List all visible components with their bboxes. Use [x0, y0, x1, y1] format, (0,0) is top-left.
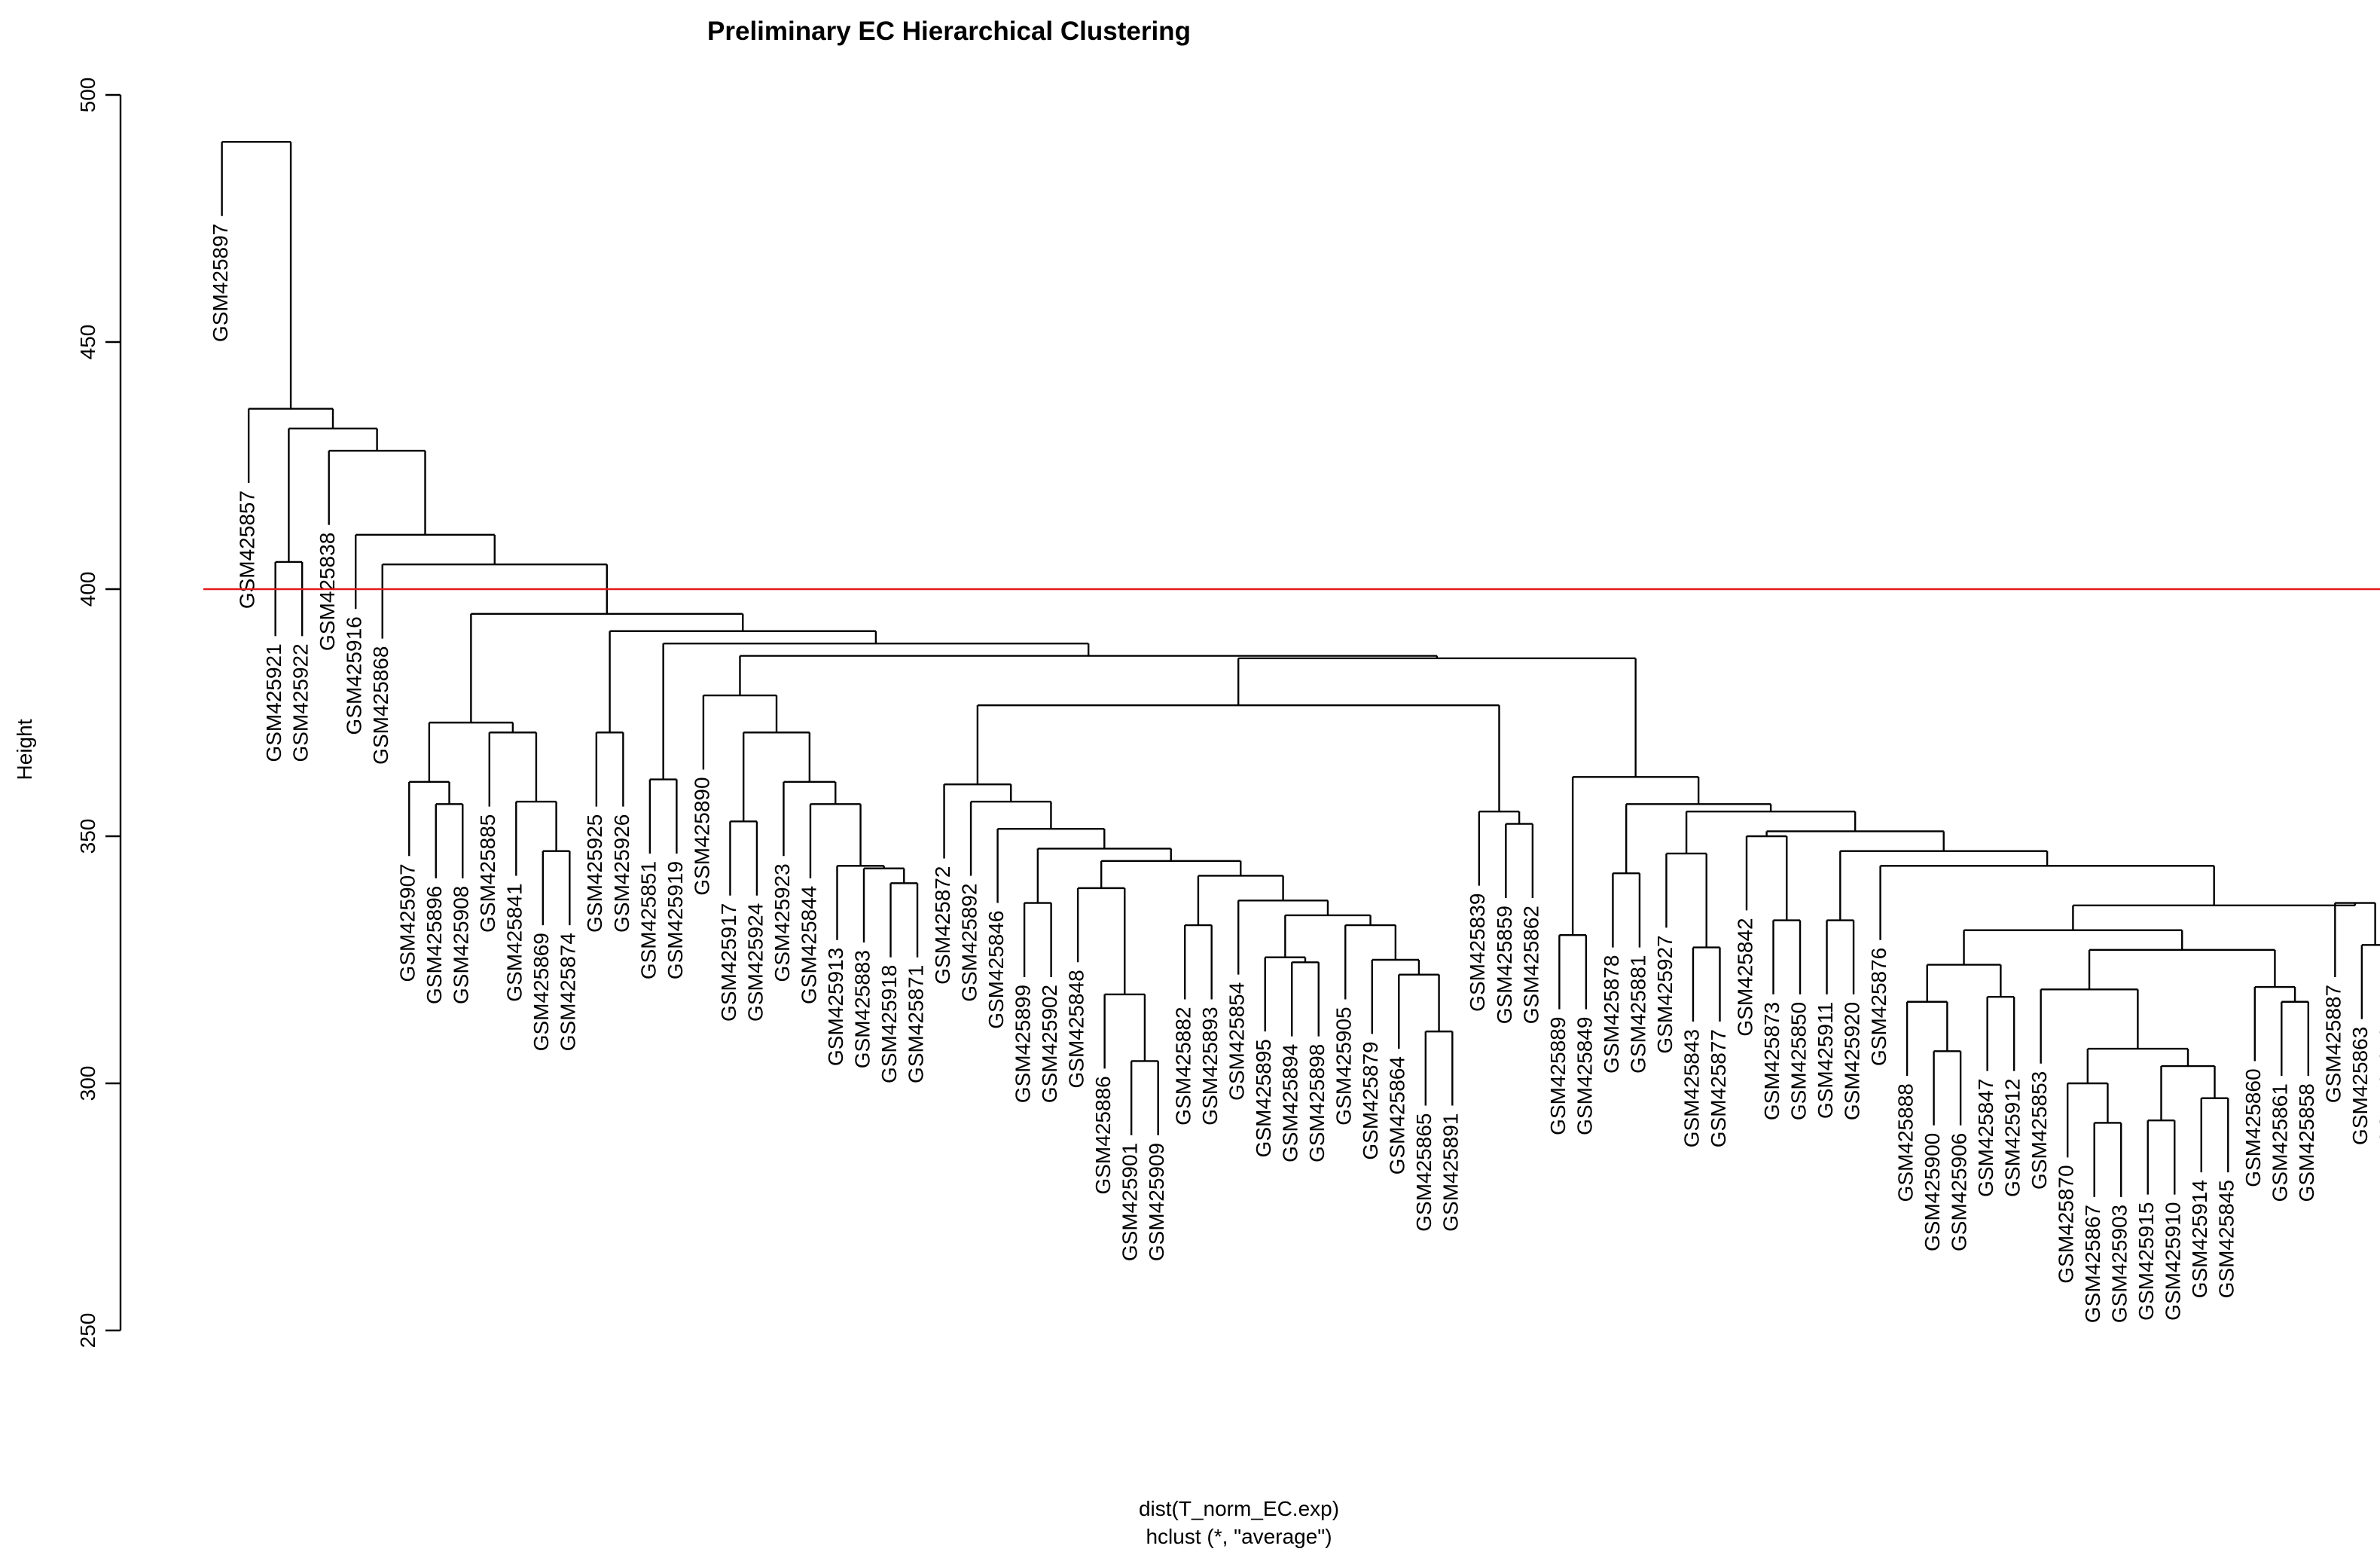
leaf-label: GSM425924 [743, 903, 767, 1022]
leaf-label: GSM425895 [1252, 1039, 1275, 1157]
hclust-method-label: hclust (*, "average") [1146, 1525, 1332, 1548]
leaf-label: GSM425877 [1707, 1029, 1730, 1147]
leaf-label: GSM425860 [2241, 1068, 2265, 1187]
leaf-label: GSM425862 [1519, 906, 1542, 1024]
leaf-label: GSM425913 [824, 948, 847, 1066]
y-tick-label: 300 [76, 1066, 99, 1101]
leaf-label: GSM425902 [1038, 985, 1061, 1103]
leaf-label: GSM425843 [1680, 1029, 1703, 1147]
leaf-label: GSM425838 [316, 533, 339, 651]
leaf-label: GSM425901 [1118, 1143, 1142, 1261]
leaf-label: GSM425922 [289, 643, 313, 762]
leaf-label: GSM425926 [610, 814, 633, 933]
leaf-label: GSM425847 [1974, 1079, 1997, 1197]
leaf-label: GSM425885 [476, 814, 499, 933]
leaf-label: GSM425882 [1172, 1007, 1195, 1125]
leaf-label: GSM425853 [2028, 1071, 2051, 1190]
leaf-label: GSM425879 [1359, 1041, 1382, 1159]
y-tick-label: 450 [76, 325, 99, 360]
leaf-label: GSM425893 [1198, 1007, 1222, 1125]
leaf-label: GSM425858 [2295, 1083, 2318, 1202]
leaf-label: GSM425854 [1225, 982, 1249, 1101]
leaf-label: GSM425914 [2188, 1180, 2211, 1298]
dendrogram-branches [221, 141, 2380, 1197]
y-axis-label: Height [13, 719, 36, 780]
leaf-label: GSM425925 [583, 814, 606, 933]
leaf-label: GSM425870 [2055, 1165, 2078, 1283]
leaf-label: GSM425849 [1573, 1017, 1596, 1135]
leaf-label: GSM425881 [1626, 955, 1649, 1074]
y-tick-label: 400 [76, 572, 99, 607]
leaf-label: GSM425919 [664, 861, 687, 979]
leaf-label: GSM425887 [2322, 985, 2345, 1103]
leaf-label: GSM425916 [343, 616, 366, 735]
leaf-label: GSM425859 [1493, 906, 1516, 1024]
leaf-label: GSM425844 [797, 886, 820, 1004]
y-tick-label: 350 [76, 819, 99, 854]
leaf-label: GSM425871 [904, 965, 927, 1083]
leaf-label: GSM425883 [850, 950, 874, 1068]
leaf-label: GSM425897 [209, 224, 232, 342]
leaf-label: GSM425841 [503, 883, 526, 1001]
leaf-label: GSM425909 [1145, 1143, 1168, 1261]
leaf-label: GSM425851 [636, 861, 660, 979]
x-axis-label: dist(T_norm_EC.exp) [1139, 1497, 1339, 1520]
leaf-label: GSM425889 [1546, 1017, 1570, 1135]
leaf-label: GSM425892 [957, 883, 981, 1001]
leaf-label: GSM425863 [2348, 1027, 2372, 1145]
leaf-label: GSM425842 [1733, 918, 1756, 1036]
leaf-label: GSM425927 [1653, 935, 1677, 1053]
y-tick-label: 250 [76, 1313, 99, 1349]
leaf-label: GSM425898 [1305, 1044, 1329, 1162]
chart-title: Preliminary EC Hierarchical Clustering [707, 17, 1191, 46]
leaf-label: GSM425865 [1412, 1113, 1436, 1232]
leaf-label: GSM425918 [877, 965, 901, 1083]
leaf-label: GSM425911 [1814, 1002, 1837, 1119]
leaf-label: GSM425845 [2215, 1180, 2238, 1298]
leaf-label: GSM425878 [1600, 955, 1623, 1074]
leaf-label: GSM425850 [1787, 1002, 1810, 1120]
leaf-label: GSM425915 [2134, 1202, 2158, 1321]
leaf-label: GSM425873 [1760, 1002, 1783, 1120]
leaf-label: GSM425876 [1867, 948, 1890, 1066]
leaf-label: GSM425872 [931, 866, 954, 985]
leaf-label: GSM425920 [1840, 1002, 1863, 1120]
leaf-label: GSM425921 [262, 643, 285, 762]
leaf-label: GSM425900 [1921, 1133, 1944, 1251]
leaf-label: GSM425857 [236, 490, 259, 609]
leaf-label: GSM425869 [529, 933, 553, 1051]
leaf-label: GSM425840 [2375, 1027, 2380, 1145]
leaf-label: GSM425912 [2001, 1079, 2025, 1197]
leaf-label: GSM425848 [1065, 970, 1088, 1088]
leaf-label: GSM425891 [1439, 1113, 1463, 1232]
leaf-label: GSM425899 [1011, 985, 1034, 1103]
leaf-label: GSM425846 [984, 911, 1008, 1029]
leaf-label: GSM425890 [690, 777, 713, 895]
leaf-label: GSM425910 [2162, 1202, 2185, 1321]
leaf-label: GSM425905 [1332, 1007, 1356, 1125]
y-tick-label: 500 [76, 78, 99, 113]
leaf-label: GSM425923 [770, 863, 794, 982]
leaf-label: GSM425864 [1386, 1056, 1409, 1175]
leaf-label: GSM425839 [1466, 893, 1489, 1012]
leaf-label: GSM425907 [396, 863, 420, 982]
leaf-label: GSM425903 [2108, 1205, 2131, 1323]
leaf-label: GSM425906 [1948, 1133, 1971, 1251]
leaf-label: GSM425894 [1279, 1044, 1302, 1162]
leaf-label: GSM425896 [423, 886, 446, 1004]
leaf-label: GSM425886 [1091, 1076, 1115, 1194]
y-axis: 250 300 350 400 450 500 [76, 78, 122, 1349]
leaf-label: GSM425868 [369, 646, 392, 765]
leaf-label: GSM425867 [2081, 1205, 2104, 1323]
leaf-label: GSM425908 [450, 886, 473, 1004]
leaf-label: GSM425861 [2269, 1083, 2292, 1202]
leaf-label: GSM425917 [717, 903, 740, 1022]
leaf-label: GSM425888 [1893, 1083, 1917, 1202]
leaf-label: GSM425874 [557, 933, 580, 1051]
